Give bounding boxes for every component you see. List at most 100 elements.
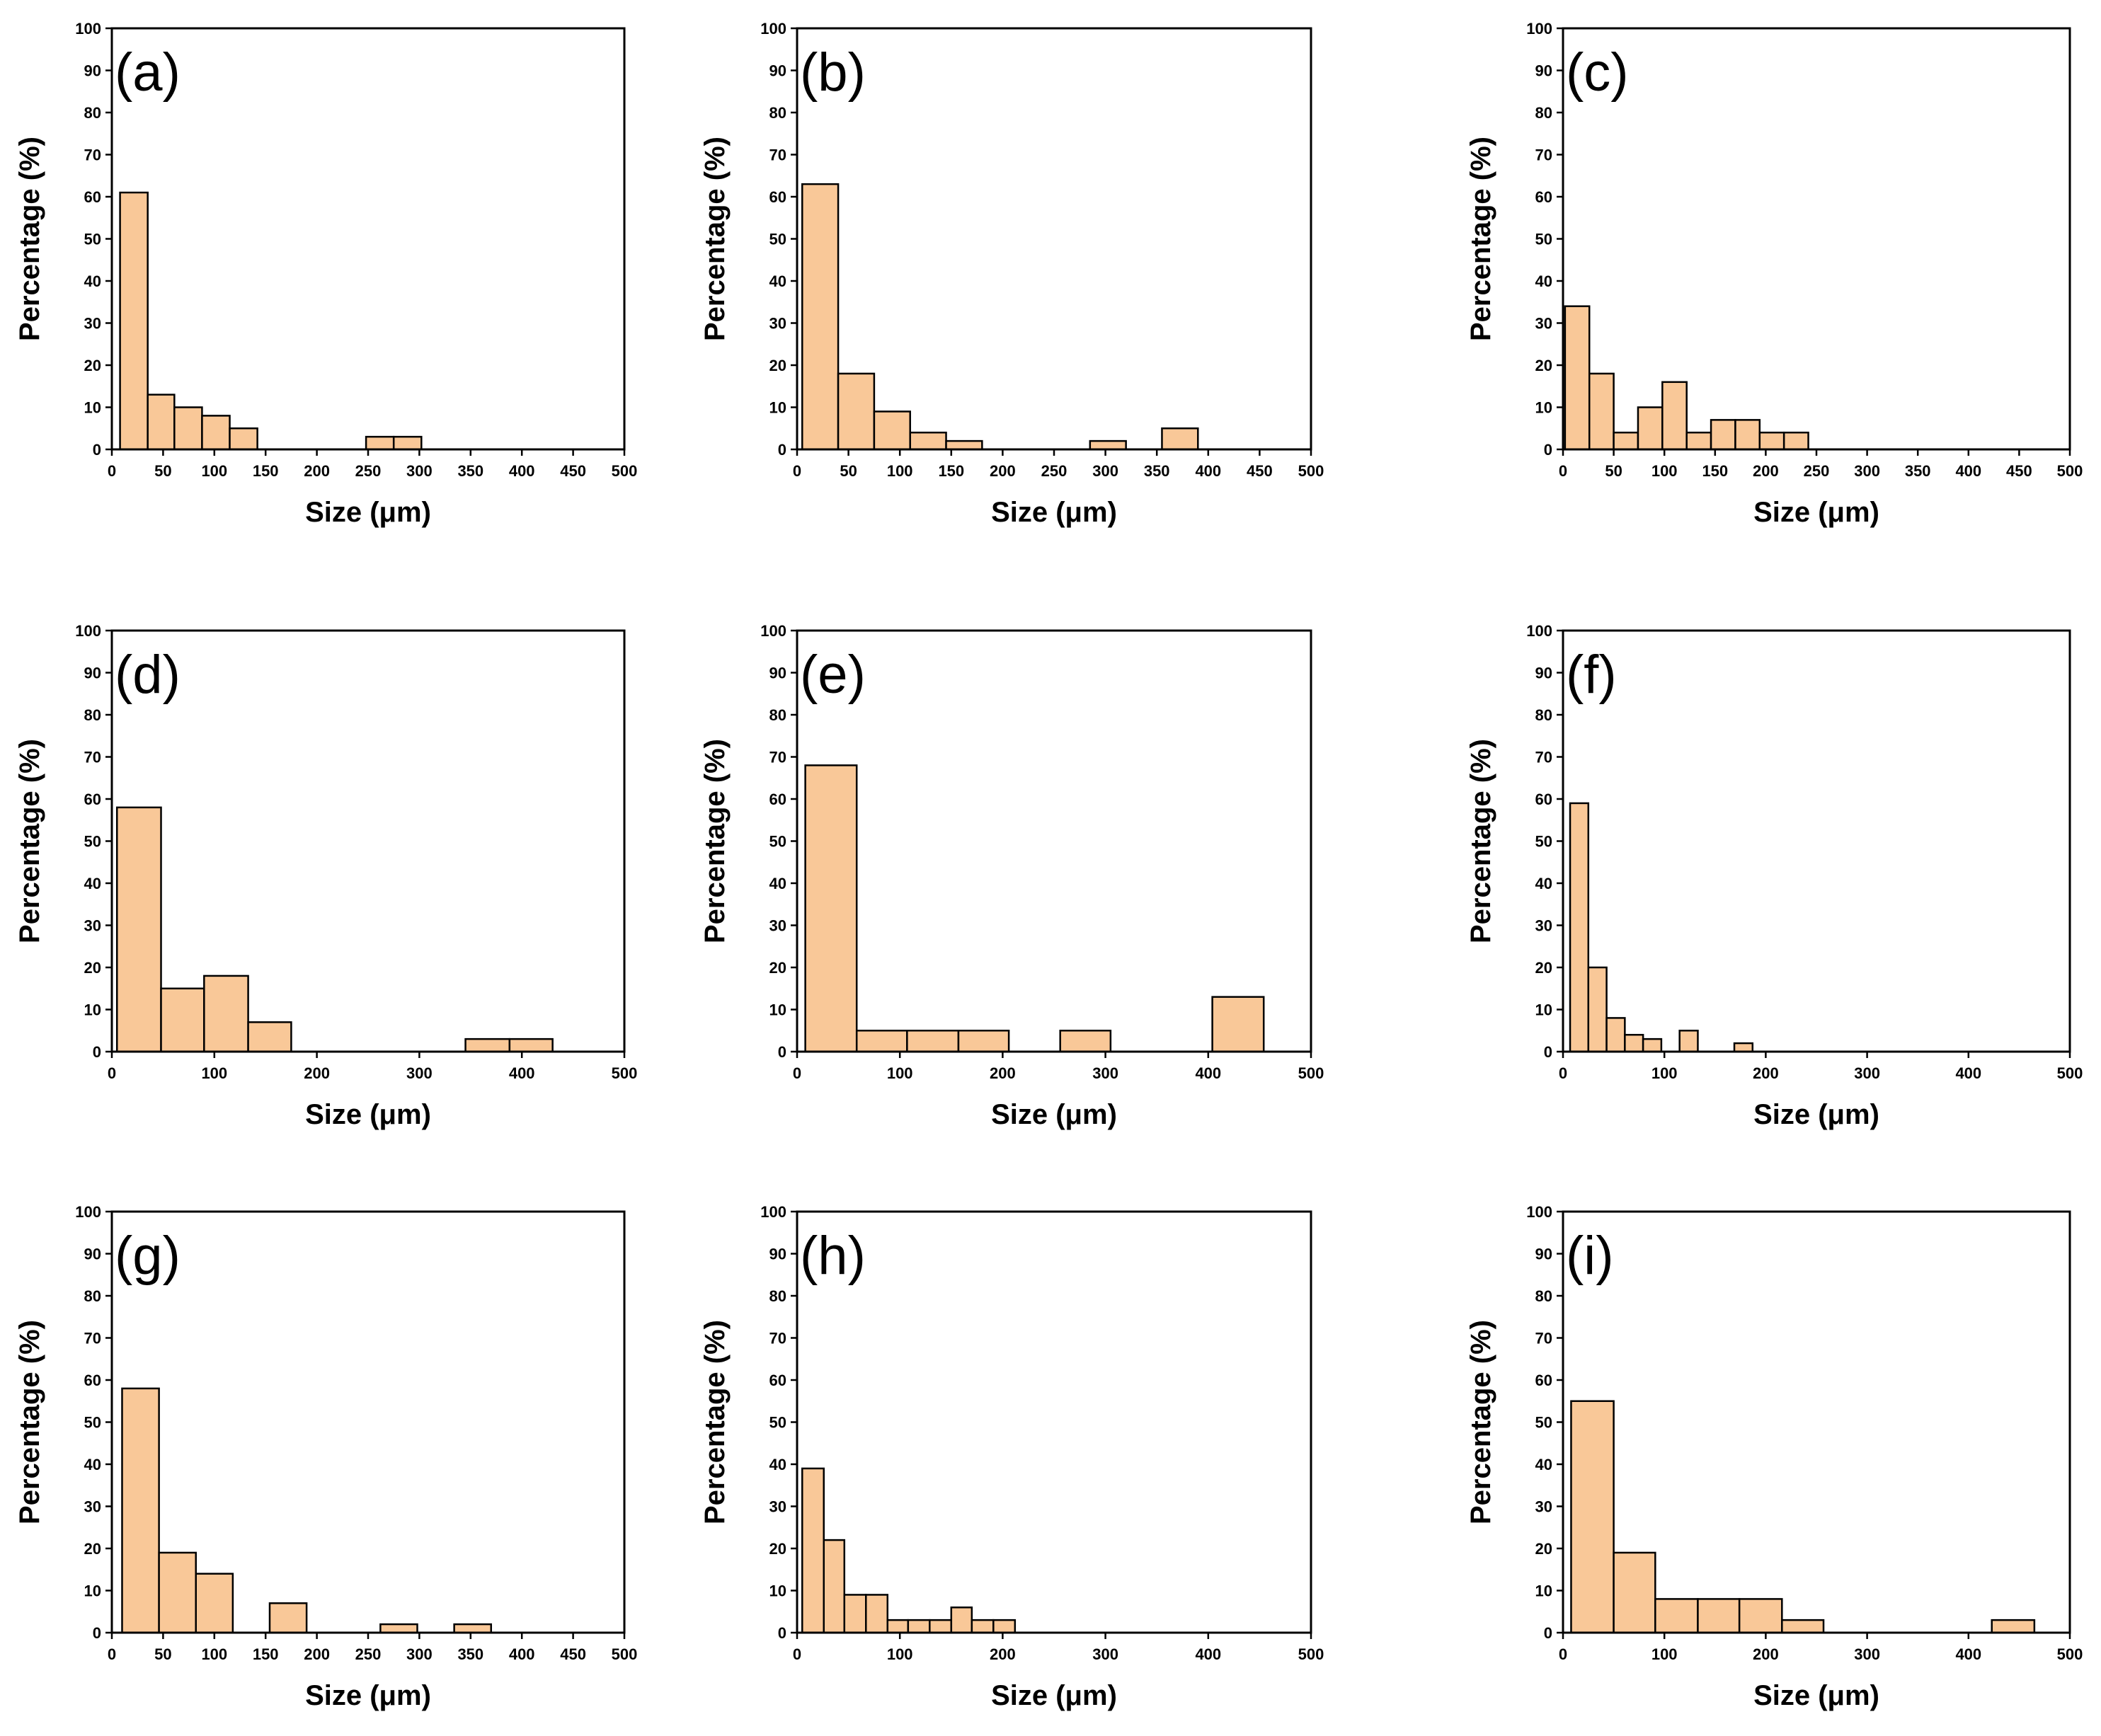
y-tick-label: 90 xyxy=(769,665,786,682)
y-tick-label: 80 xyxy=(769,1287,786,1305)
x-tick-label: 200 xyxy=(1753,462,1779,480)
histogram-bar xyxy=(453,1623,493,1634)
histogram-bar xyxy=(1733,1042,1754,1053)
y-tick-label: 20 xyxy=(84,1540,101,1558)
y-tick-label: 0 xyxy=(778,1043,786,1061)
x-tick-label: 150 xyxy=(1702,462,1728,480)
y-tick-label: 0 xyxy=(93,1043,101,1061)
y-tick-label: 40 xyxy=(769,875,786,892)
x-tick-label: 200 xyxy=(990,462,1016,480)
histogram-bar xyxy=(1570,1400,1615,1634)
histogram-panel: 0 10 20 30 40 50 60 70 80 90 100 0 100 200 300 400 500 Si… xyxy=(1465,1203,2083,1711)
panel-label: (c) xyxy=(1566,42,1629,103)
histogram-bar xyxy=(229,427,258,451)
y-tick-label: 40 xyxy=(1535,1456,1552,1473)
y-tick-label: 30 xyxy=(1535,917,1552,935)
x-tick-label: 300 xyxy=(406,462,433,480)
y-tick-label: 100 xyxy=(760,622,786,640)
plot-frame xyxy=(110,27,626,451)
y-tick-label: 10 xyxy=(1535,1001,1552,1019)
x-tick-label: 0 xyxy=(1559,1645,1567,1663)
histogram-bar xyxy=(1564,305,1591,451)
histogram-bar xyxy=(1654,1598,1699,1634)
histogram-bar xyxy=(1059,1030,1112,1053)
histogram-bar xyxy=(801,183,840,451)
y-tick-label: 80 xyxy=(84,104,101,122)
histogram-bar xyxy=(365,435,395,451)
y-axis-title: Percentage (%) xyxy=(699,137,731,341)
y-tick-label: 90 xyxy=(1535,665,1552,682)
x-tick-label: 300 xyxy=(406,1645,433,1663)
panel-label: (b) xyxy=(800,42,866,103)
histogram-bar xyxy=(1588,372,1615,451)
y-tick-label: 60 xyxy=(84,188,101,206)
y-tick-label: 10 xyxy=(769,1001,786,1019)
y-tick-label: 80 xyxy=(769,706,786,724)
histogram-bar xyxy=(1624,1033,1644,1053)
x-axis-title: Size (μm) xyxy=(991,497,1117,528)
x-tick-label: 200 xyxy=(304,1064,330,1082)
histogram-bar xyxy=(119,191,149,451)
x-tick-label: 100 xyxy=(201,1645,227,1663)
histogram-bar xyxy=(1605,1017,1626,1053)
histogram-bar xyxy=(1642,1037,1663,1053)
histogram-bar xyxy=(160,987,205,1053)
x-tick-label: 0 xyxy=(1559,462,1567,480)
y-tick-label: 70 xyxy=(769,1330,786,1347)
y-tick-label: 0 xyxy=(778,1624,786,1642)
x-tick-label: 200 xyxy=(990,1064,1016,1082)
y-tick-label: 40 xyxy=(1535,272,1552,290)
y-tick-label: 80 xyxy=(1535,706,1552,724)
panel-label: (g) xyxy=(115,1226,181,1286)
y-tick-label: 70 xyxy=(1535,146,1552,164)
y-tick-label: 70 xyxy=(84,1330,101,1347)
histogram-bar xyxy=(464,1037,511,1053)
y-axis-title: Percentage (%) xyxy=(699,739,731,943)
y-tick-label: 80 xyxy=(1535,104,1552,122)
y-tick-label: 100 xyxy=(1526,622,1552,640)
histogram-bar xyxy=(804,764,858,1053)
x-axis-title: Size (μm) xyxy=(305,1099,431,1130)
y-tick-label: 10 xyxy=(1535,399,1552,417)
y-tick-label: 30 xyxy=(84,1498,101,1516)
x-tick-label: 400 xyxy=(1955,1645,1981,1663)
histogram-bar xyxy=(247,1021,292,1053)
x-tick-label: 50 xyxy=(1605,462,1622,480)
y-axis-title: Percentage (%) xyxy=(1465,739,1496,943)
x-axis-title: Size (μm) xyxy=(305,497,431,528)
histogram-panel: 0 10 20 30 40 50 60 70 80 90 100 0 50 100 150 200 250 300… xyxy=(699,20,1324,528)
y-tick-label: 100 xyxy=(75,1203,101,1221)
x-tick-label: 400 xyxy=(1195,1645,1221,1663)
y-tick-label: 80 xyxy=(84,1287,101,1305)
y-tick-label: 30 xyxy=(769,315,786,333)
y-tick-label: 10 xyxy=(769,399,786,417)
histogram-bar xyxy=(173,406,203,451)
y-tick-label: 60 xyxy=(769,791,786,808)
histogram-bar xyxy=(837,372,876,451)
y-tick-label: 100 xyxy=(75,622,101,640)
y-tick-label: 60 xyxy=(769,188,786,206)
y-tick-label: 40 xyxy=(84,272,101,290)
x-tick-label: 100 xyxy=(201,462,227,480)
y-tick-label: 10 xyxy=(769,1582,786,1600)
histogram-bar xyxy=(1587,966,1608,1053)
x-tick-label: 450 xyxy=(560,1645,586,1663)
y-tick-label: 100 xyxy=(760,1203,786,1221)
histogram-panel: 0 10 20 30 40 50 60 70 80 90 100 0 50 100 150 200 250 300… xyxy=(14,20,637,528)
y-axis-title: Percentage (%) xyxy=(14,739,45,943)
histogram-bar xyxy=(909,431,947,451)
y-tick-label: 60 xyxy=(1535,1372,1552,1389)
y-tick-label: 60 xyxy=(1535,188,1552,206)
x-tick-label: 100 xyxy=(1651,1064,1678,1082)
x-tick-label: 500 xyxy=(1298,1064,1324,1082)
y-tick-label: 70 xyxy=(769,146,786,164)
x-tick-label: 250 xyxy=(1804,462,1830,480)
histogram-bar xyxy=(1697,1598,1741,1634)
y-tick-label: 90 xyxy=(1535,62,1552,80)
x-tick-label: 250 xyxy=(355,462,382,480)
panel-label: (a) xyxy=(115,42,181,103)
x-tick-label: 500 xyxy=(2057,1064,2083,1082)
y-tick-label: 60 xyxy=(769,1372,786,1389)
x-tick-label: 0 xyxy=(793,1645,801,1663)
x-tick-label: 450 xyxy=(2006,462,2032,480)
